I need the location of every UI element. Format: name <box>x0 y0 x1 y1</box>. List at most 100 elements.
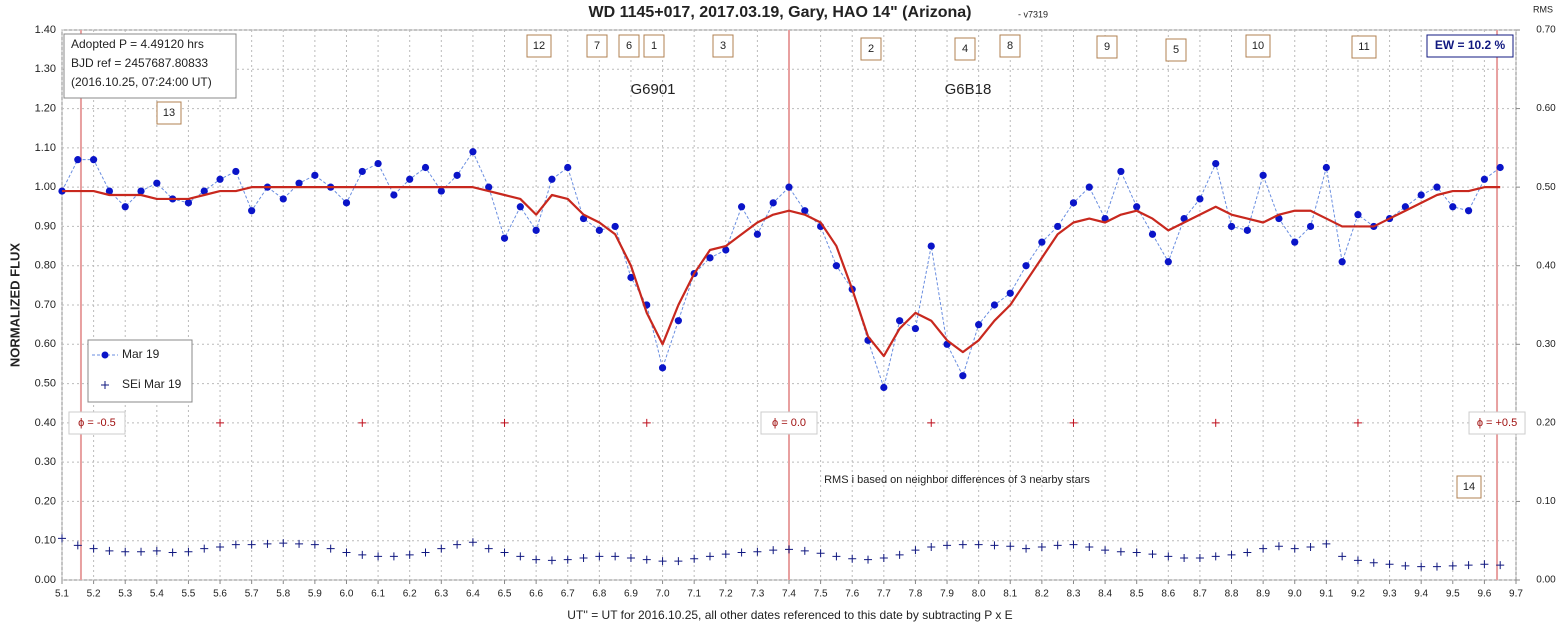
event-box <box>712 34 734 58</box>
event-box <box>1351 35 1377 59</box>
event-box <box>643 34 665 58</box>
x-tick-label: 5.7 <box>245 589 259 600</box>
event-label: 11 <box>1358 41 1369 53</box>
y-tick-label: 0.10 <box>35 535 56 547</box>
x-tick-label: 9.0 <box>1288 589 1302 600</box>
data-point <box>532 226 540 234</box>
x-tick-label: 7.9 <box>940 589 954 600</box>
rms-point <box>1132 548 1141 557</box>
y-tick-label: 0.70 <box>35 299 56 311</box>
rms-point <box>1417 562 1426 571</box>
data-point <box>1038 238 1046 246</box>
rms-point <box>532 555 541 564</box>
rms-point <box>1227 550 1236 559</box>
data-point <box>896 317 904 325</box>
data-point <box>927 242 935 250</box>
rms-point <box>1211 552 1220 561</box>
x-tick-label: 9.2 <box>1351 589 1365 600</box>
x-tick-label: 5.8 <box>276 589 290 600</box>
rms-point <box>342 548 351 557</box>
info-line: BJD ref = 2457687.80833 <box>71 56 208 70</box>
x-tick-label: 8.3 <box>1067 589 1081 600</box>
data-point <box>1417 191 1425 199</box>
rms-point <box>421 548 430 557</box>
data-point <box>516 203 524 211</box>
x-tick-label: 6.3 <box>434 589 448 600</box>
event-box <box>1456 475 1482 499</box>
rms-point <box>1195 554 1204 562</box>
x-tick-label: 9.1 <box>1319 589 1333 600</box>
phase-marker <box>1211 418 1220 427</box>
rms-point <box>1164 552 1173 561</box>
y-tick-label: 1.10 <box>35 142 56 154</box>
rms-point <box>579 554 588 562</box>
model-line <box>62 186 1501 358</box>
x-tick-label: 6.1 <box>371 589 385 600</box>
x-tick-label: 8.4 <box>1098 589 1112 600</box>
phase-marker <box>216 418 225 427</box>
rms-point <box>927 543 936 551</box>
rms-point <box>848 554 857 563</box>
rms-point <box>1006 542 1015 551</box>
event-box <box>586 34 608 58</box>
rms-point <box>484 544 493 553</box>
event-box <box>1245 34 1271 58</box>
x-tick-label: 7.8 <box>908 589 922 600</box>
data-point <box>1401 203 1409 211</box>
event-label: 6 <box>626 40 632 52</box>
rms-point <box>500 548 509 557</box>
data-point <box>832 262 841 270</box>
data-point <box>1101 214 1109 223</box>
x-tick-label: 5.3 <box>118 589 132 600</box>
x-tick-label: 8.5 <box>1130 589 1144 600</box>
phase-marker <box>358 418 367 427</box>
rms-point <box>1037 543 1046 551</box>
data-point <box>1133 203 1141 211</box>
event-label: 1 <box>651 40 657 52</box>
data-point <box>1243 226 1251 234</box>
data-point <box>216 175 224 183</box>
x-tick-label: 8.1 <box>1003 589 1017 600</box>
rms-point <box>753 547 762 556</box>
event-box <box>1165 38 1187 62</box>
data-point <box>358 167 366 176</box>
rms-point <box>184 547 193 556</box>
data-point <box>121 203 129 211</box>
x-tick-label: 8.2 <box>1035 589 1049 600</box>
data-point <box>1322 163 1330 172</box>
rms-point <box>1243 548 1252 557</box>
data-point <box>1022 262 1030 270</box>
rms-point <box>832 552 841 561</box>
rms-point <box>785 545 793 554</box>
rms-point <box>468 538 477 547</box>
data-point <box>105 187 114 195</box>
phase-label-box <box>68 411 126 435</box>
data-point <box>674 317 682 325</box>
data-point <box>200 187 208 195</box>
data-point <box>959 372 967 380</box>
data-point <box>548 175 556 183</box>
rms-point <box>974 540 983 549</box>
x-tick-label: 6.7 <box>561 589 575 600</box>
x-tick-label: 9.7 <box>1509 589 1523 600</box>
phase-marker <box>1069 418 1078 427</box>
event-label: 7 <box>594 40 600 52</box>
x-tick-label: 8.8 <box>1225 589 1239 600</box>
rms-point <box>1053 541 1062 550</box>
event-box <box>860 37 882 61</box>
data-point <box>390 191 398 199</box>
event-label: 10 <box>1252 40 1264 52</box>
x-tick-label: 8.9 <box>1256 589 1270 600</box>
rms-point <box>895 550 904 559</box>
rms-point <box>358 550 367 559</box>
rms-point <box>263 539 272 548</box>
rms-point <box>642 555 651 564</box>
data-point <box>1196 195 1204 203</box>
rms-point <box>1085 543 1094 551</box>
rms-point <box>200 544 209 553</box>
rms-point <box>1101 546 1110 555</box>
data-point <box>74 156 82 164</box>
rms-point <box>1259 544 1268 553</box>
rms-point <box>405 550 414 559</box>
rms-point <box>152 546 161 555</box>
